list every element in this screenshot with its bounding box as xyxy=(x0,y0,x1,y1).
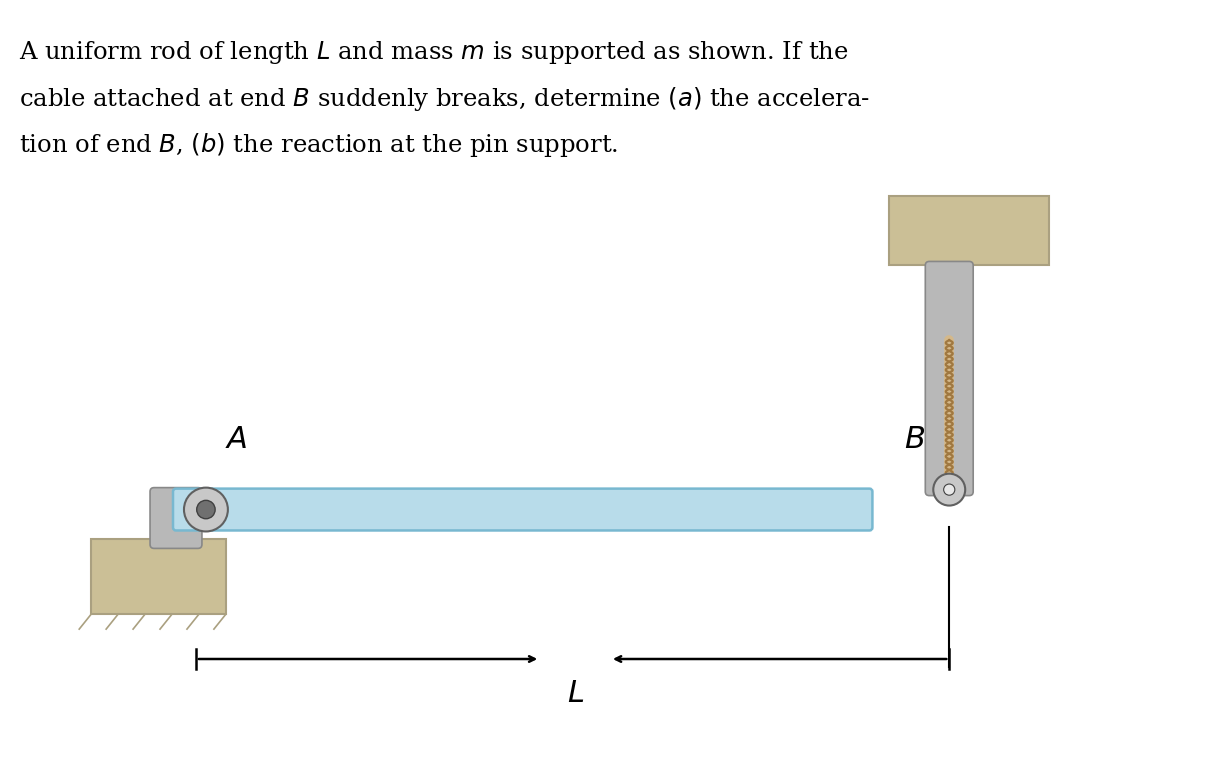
Text: tion of end $B$, $(b)$ the reaction at the pin support.: tion of end $B$, $(b)$ the reaction at t… xyxy=(20,131,619,159)
FancyBboxPatch shape xyxy=(150,488,202,548)
FancyBboxPatch shape xyxy=(925,261,973,495)
Circle shape xyxy=(943,484,954,495)
Circle shape xyxy=(934,474,966,505)
Bar xyxy=(91,539,226,614)
Text: A uniform rod of length $L$ and mass $m$ is supported as shown. If the: A uniform rod of length $L$ and mass $m$… xyxy=(20,39,849,66)
Circle shape xyxy=(197,500,215,518)
Text: $B$: $B$ xyxy=(904,424,925,455)
Text: cable attached at end $B$ suddenly breaks, determine $(a)$ the accelera-: cable attached at end $B$ suddenly break… xyxy=(20,85,871,113)
FancyBboxPatch shape xyxy=(173,488,872,531)
Circle shape xyxy=(184,488,228,531)
Text: $L$: $L$ xyxy=(567,678,584,710)
Text: $A$: $A$ xyxy=(225,424,247,455)
Bar xyxy=(889,196,1049,266)
